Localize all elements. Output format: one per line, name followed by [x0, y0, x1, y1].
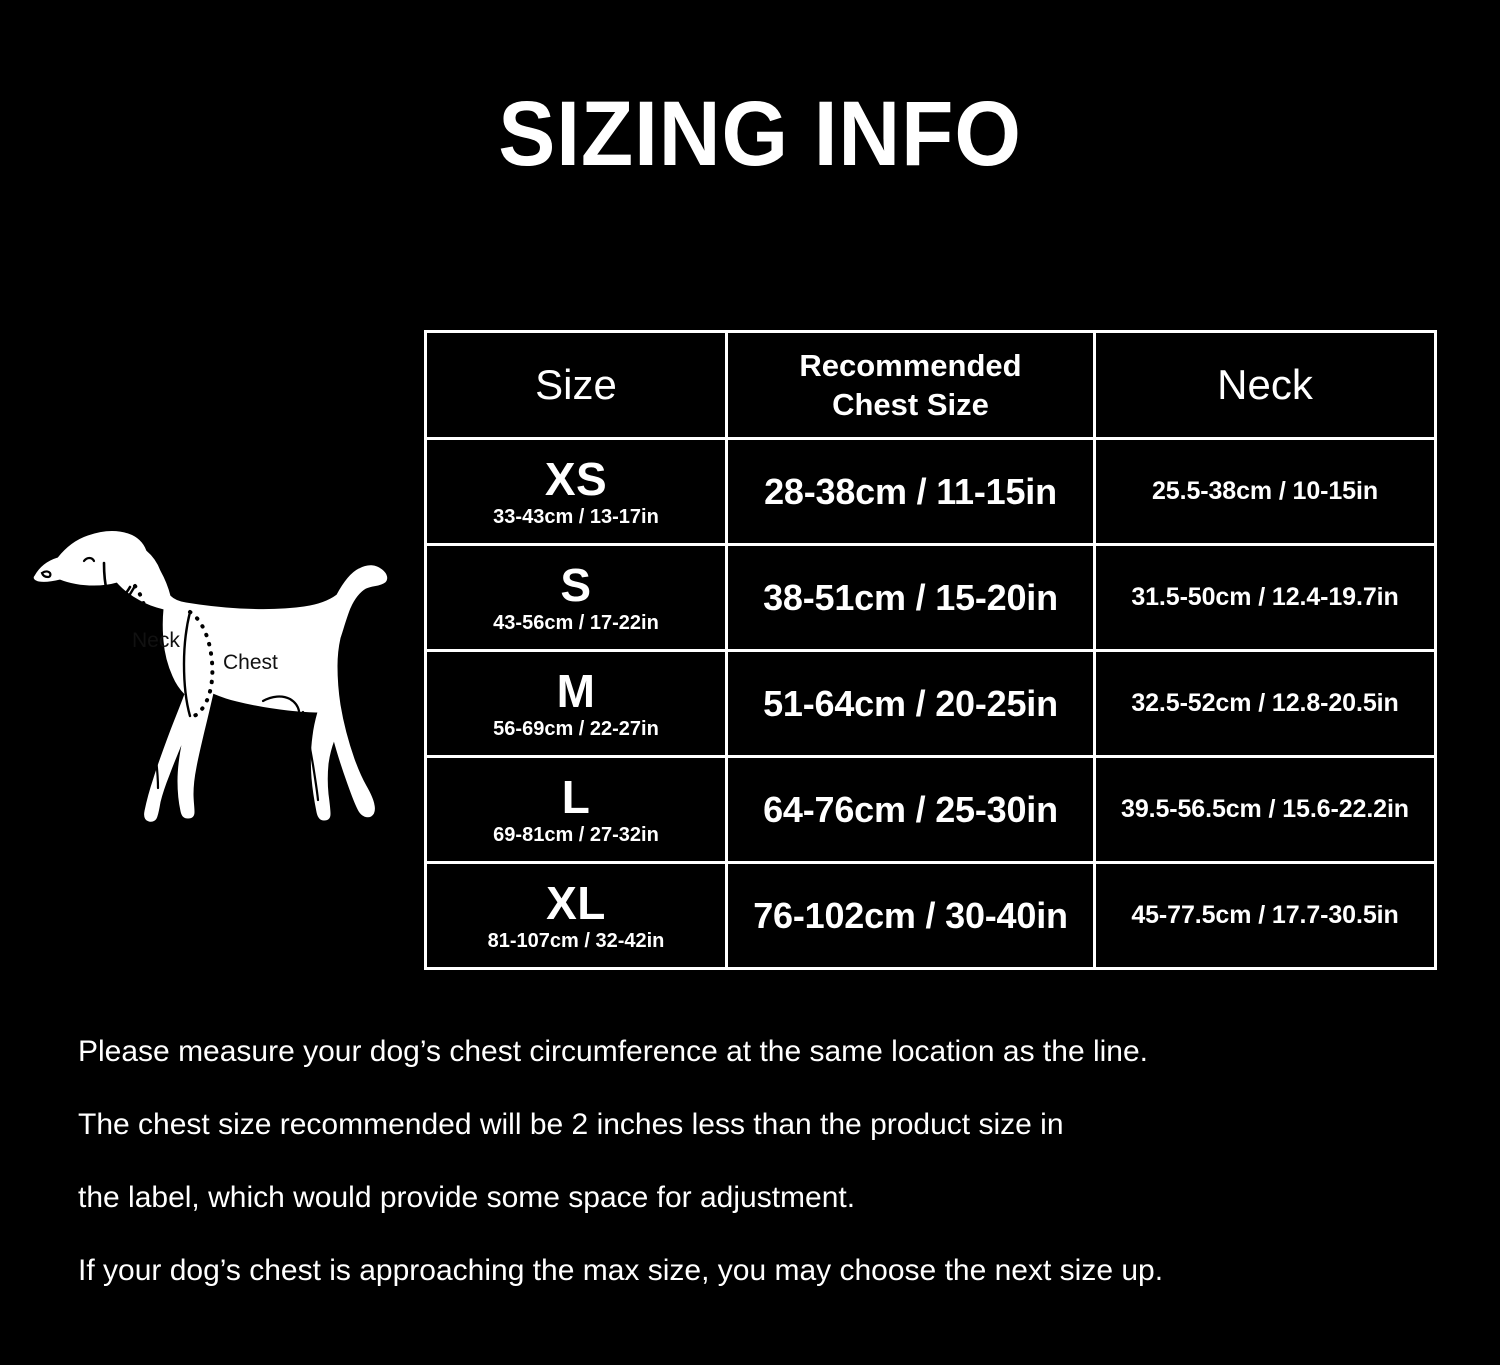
- cell-chest: 76-102cm / 30-40in: [725, 861, 1096, 970]
- table-row: L 69-81cm / 27-32in 64-76cm / 25-30in 39…: [424, 755, 1437, 864]
- column-header-neck: Neck: [1093, 330, 1437, 440]
- cell-size: M 56-69cm / 22-27in: [424, 649, 728, 758]
- note-line: the label, which would provide some spac…: [78, 1181, 856, 1214]
- dog-neck-label: Neck: [132, 629, 180, 652]
- cell-neck: 45-77.5cm / 17.7-30.5in: [1093, 861, 1437, 970]
- cell-chest: 51-64cm / 20-25in: [725, 649, 1096, 758]
- size-letter: S: [560, 559, 592, 611]
- cell-size: XS 33-43cm / 13-17in: [424, 437, 728, 546]
- sizing-table: Size Recommended Chest Size Neck XS 33-4…: [424, 330, 1437, 970]
- table-row: S 43-56cm / 17-22in 38-51cm / 15-20in 31…: [424, 543, 1437, 652]
- cell-size: S 43-56cm / 17-22in: [424, 543, 728, 652]
- measurement-notes: Please measure your dog’s chest circumfe…: [78, 1037, 1438, 1329]
- note-line: The chest size recommended will be 2 inc…: [78, 1108, 1064, 1141]
- cell-neck: 25.5-38cm / 10-15in: [1093, 437, 1437, 546]
- page-title: SIZING INFO: [498, 83, 1022, 185]
- size-letter: L: [561, 771, 591, 823]
- column-header-size: Size: [424, 330, 728, 440]
- column-header-chest: Recommended Chest Size: [725, 330, 1096, 440]
- cell-neck: 31.5-50cm / 12.4-19.7in: [1093, 543, 1437, 652]
- cell-size: XL 81-107cm / 32-42in: [424, 861, 728, 970]
- dog-silhouette-icon: [33, 531, 388, 822]
- column-header-chest-line2: Chest Size: [832, 387, 989, 422]
- table-header-row: Size Recommended Chest Size Neck: [424, 330, 1437, 440]
- size-letter: M: [556, 665, 596, 717]
- table-row: M 56-69cm / 22-27in 51-64cm / 20-25in 32…: [424, 649, 1437, 758]
- size-letter: XL: [546, 877, 606, 929]
- table-row: XS 33-43cm / 13-17in 28-38cm / 11-15in 2…: [424, 437, 1437, 546]
- size-range: 69-81cm / 27-32in: [493, 824, 659, 846]
- size-range: 43-56cm / 17-22in: [493, 612, 659, 634]
- table-row: XL 81-107cm / 32-42in 76-102cm / 30-40in…: [424, 861, 1437, 970]
- column-header-chest-line1: Recommended: [799, 347, 1022, 383]
- dog-chest-label: Chest: [223, 651, 278, 674]
- cell-neck: 39.5-56.5cm / 15.6-22.2in: [1093, 755, 1437, 864]
- cell-chest: 28-38cm / 11-15in: [725, 437, 1096, 546]
- dog-sizing-illustration: Neck Chest: [18, 516, 418, 866]
- size-letter: XS: [544, 453, 608, 505]
- size-range: 33-43cm / 13-17in: [493, 506, 659, 528]
- cell-chest: 64-76cm / 25-30in: [725, 755, 1096, 864]
- cell-neck: 32.5-52cm / 12.8-20.5in: [1093, 649, 1437, 758]
- note-line: If your dog’s chest is approaching the m…: [78, 1254, 1164, 1287]
- cell-size: L 69-81cm / 27-32in: [424, 755, 728, 864]
- cell-chest: 38-51cm / 15-20in: [725, 543, 1096, 652]
- note-line: Please measure your dog’s chest circumfe…: [78, 1035, 1149, 1068]
- size-range: 56-69cm / 22-27in: [493, 718, 659, 740]
- size-range: 81-107cm / 32-42in: [487, 930, 665, 952]
